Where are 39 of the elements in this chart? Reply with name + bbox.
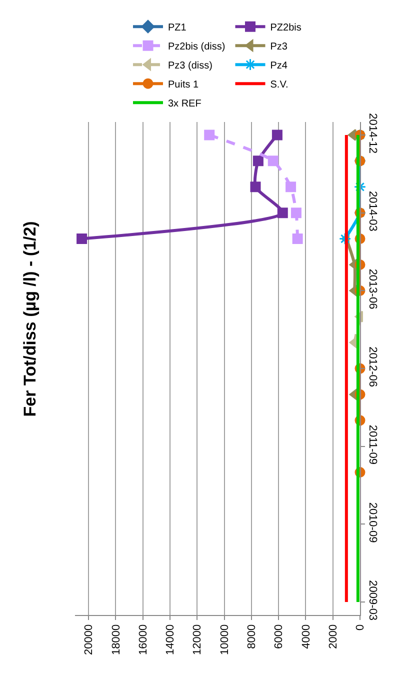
point bbox=[290, 208, 302, 218]
point bbox=[76, 234, 88, 244]
point bbox=[348, 129, 356, 141]
y-tick-label: 2014-03 bbox=[366, 190, 378, 232]
point bbox=[250, 182, 261, 192]
point bbox=[286, 182, 296, 192]
x-tick-label: 18000 bbox=[110, 624, 122, 655]
y-tick-label: 2010-09 bbox=[366, 502, 378, 543]
legend-label: PZ1 bbox=[168, 22, 187, 34]
legend-label: 3x REF bbox=[168, 98, 202, 110]
x-tick-label: 8000 bbox=[246, 624, 258, 649]
y-tick-label: 2014-12 bbox=[366, 113, 378, 154]
x-tick-label: 20000 bbox=[83, 624, 96, 655]
point bbox=[272, 130, 282, 140]
x-tick-label: 12000 bbox=[192, 624, 204, 655]
x-tick-label: 16000 bbox=[137, 624, 150, 655]
x-tick-label: 10000 bbox=[218, 624, 231, 655]
point bbox=[268, 156, 278, 166]
y-tick-label: 2012-06 bbox=[366, 346, 378, 388]
y-tick-label: 2009-03 bbox=[366, 580, 378, 621]
x-tick-label: 4000 bbox=[300, 624, 312, 649]
y-tick-label: 2011-09 bbox=[366, 424, 378, 464]
legend-label: Pz3 (diss) bbox=[168, 60, 212, 72]
x-tick-label: 0 bbox=[354, 624, 367, 631]
legend-label: Pz4 bbox=[270, 60, 288, 72]
legend-label: PZ2bis bbox=[270, 22, 302, 34]
point bbox=[252, 156, 264, 166]
legend-label: Pz3 bbox=[270, 41, 288, 52]
legend-label: Pz2bis (diss) bbox=[168, 41, 226, 52]
point bbox=[204, 130, 215, 140]
point bbox=[277, 208, 288, 218]
x-tick-label: 14000 bbox=[164, 624, 177, 655]
x-tick-label: 2000 bbox=[327, 624, 340, 649]
text: Fer Tot/diss (µg /l) - (1/2) bbox=[20, 221, 40, 417]
y-tick-label: 2013-06 bbox=[366, 268, 378, 310]
x-tick-label: 6000 bbox=[273, 624, 286, 649]
legend-label: S.V. bbox=[270, 79, 288, 90]
legend-label: Puits 1 bbox=[168, 79, 200, 90]
point bbox=[292, 234, 303, 244]
